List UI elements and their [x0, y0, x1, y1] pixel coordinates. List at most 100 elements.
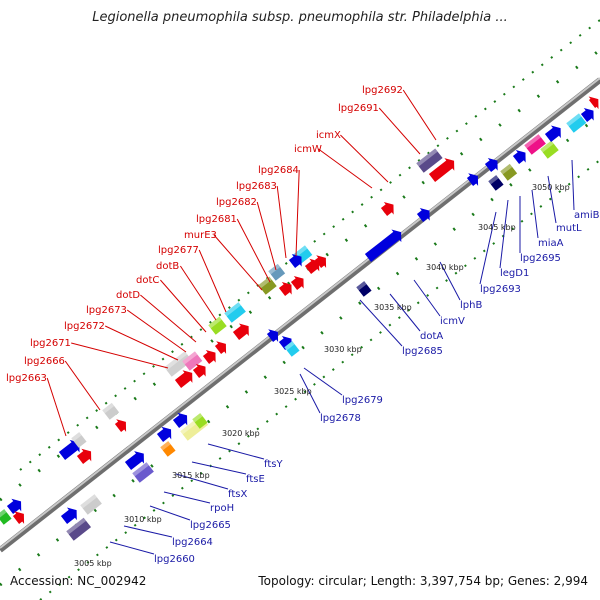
gene-label[interactable]: amiB	[574, 210, 600, 221]
gene-feature	[380, 202, 394, 216]
gene-label[interactable]: mutL	[556, 223, 582, 234]
gene-label[interactable]: ftsY	[264, 459, 283, 470]
gene-feature	[278, 282, 292, 296]
gene-block-shape	[208, 316, 227, 335]
gene-arrow-shape	[314, 255, 327, 268]
gene-label[interactable]: lpg2691	[338, 103, 379, 114]
gene-block-shape	[566, 113, 587, 133]
leader-line	[198, 249, 227, 313]
gene-feature	[80, 494, 102, 515]
gene-arrow-shape	[174, 370, 193, 388]
gene-block-shape	[0, 509, 12, 525]
gene-arrow-shape	[12, 511, 25, 524]
gene-label[interactable]: lpg2663	[6, 373, 47, 384]
gene-block-highlight	[356, 281, 367, 291]
gene-block-shape	[488, 175, 504, 191]
gene-label[interactable]: miaA	[538, 238, 564, 249]
gene-arrow-shape	[588, 96, 599, 110]
leader-line	[64, 360, 101, 411]
leader-line	[402, 89, 437, 141]
kbp-tick-label: 3005 kbp	[74, 559, 112, 568]
kbp-tick-label: 3010 kbp	[124, 515, 162, 524]
gene-label[interactable]: lpg2665	[190, 520, 231, 531]
gene-block-highlight	[160, 441, 171, 451]
gene-block-shape	[102, 402, 120, 420]
gene-block-shape	[192, 413, 208, 429]
gene-label[interactable]: lpg2671	[30, 338, 71, 349]
gene-block-highlight	[80, 494, 97, 509]
gene-feature	[164, 351, 193, 377]
leader-line	[179, 265, 217, 321]
gene-label[interactable]: icmV	[440, 316, 465, 327]
leader-line	[303, 367, 343, 396]
gene-label[interactable]: lpg2682	[216, 197, 257, 208]
gene-label[interactable]: lpg2660	[154, 554, 195, 565]
gene-block-shape	[500, 163, 518, 181]
gene-label[interactable]: rpoH	[210, 503, 234, 514]
gene-block-shape	[182, 351, 203, 371]
gene-features	[0, 96, 599, 541]
gene-label[interactable]: lpg2693	[480, 284, 521, 295]
gene-label[interactable]: lpg2695	[520, 253, 561, 264]
gene-label[interactable]: lphB	[460, 300, 482, 311]
kbp-tick-label: 3030 kbp	[324, 345, 362, 354]
gene-label[interactable]: lpg2684	[258, 165, 299, 176]
leader-line	[479, 211, 497, 285]
gene-block-highlight	[132, 462, 149, 477]
gene-feature	[588, 96, 599, 110]
leader-line	[104, 325, 179, 361]
outer-forward-ring	[19, 19, 600, 471]
leader-line	[299, 373, 321, 414]
gene-feature	[428, 158, 455, 182]
gene-label[interactable]: dotA	[420, 331, 443, 342]
gene-block-highlight	[0, 509, 7, 519]
gene-block-highlight	[71, 432, 82, 442]
gene-block-highlight	[182, 351, 198, 365]
gene-feature	[58, 439, 80, 460]
gene-block-shape	[258, 276, 277, 295]
gene-feature	[304, 258, 320, 274]
gene-label[interactable]: lpg2683	[236, 181, 277, 192]
gene-label[interactable]: lpg2672	[64, 321, 105, 332]
gene-label[interactable]: lpg2678	[320, 413, 361, 424]
gene-arrow-shape	[202, 350, 216, 364]
gene-arrow-shape	[304, 258, 320, 274]
gene-block-shape	[80, 494, 102, 515]
gene-block-shape	[524, 134, 546, 155]
leader-line	[378, 107, 421, 155]
gene-label[interactable]: dotD	[116, 290, 140, 301]
leader-line	[109, 541, 155, 555]
leader-line	[71, 342, 169, 369]
gene-block-shape	[416, 148, 443, 173]
gene-label[interactable]: lpg2692	[362, 85, 403, 96]
gene-label[interactable]: lpg2679	[342, 395, 383, 406]
gene-label[interactable]: dotC	[136, 275, 159, 286]
gene-label[interactable]: lpg2681	[196, 214, 237, 225]
gene-labels: lpg2663 lpg2666 lpg2671 lpg2672 lpg2673 dotD d…	[6, 85, 600, 565]
gene-feature	[364, 229, 402, 262]
gene-label[interactable]: lpg2664	[172, 537, 213, 548]
gene-label[interactable]: lpg2685	[402, 346, 443, 357]
gene-label[interactable]: ftsE	[246, 474, 265, 485]
reverse-tick-ring	[0, 113, 600, 587]
gene-label[interactable]: icmW	[294, 144, 322, 155]
gene-feature	[192, 364, 206, 378]
leader-line	[340, 134, 389, 183]
gene-label[interactable]: lpg2666	[24, 356, 65, 367]
gene-label[interactable]: lpg2677	[158, 245, 199, 256]
gene-label[interactable]: lpg2673	[86, 305, 127, 316]
gene-feature	[71, 432, 87, 448]
gene-label[interactable]: ftsX	[228, 489, 247, 500]
gene-feature	[182, 351, 203, 371]
gene-block-highlight	[192, 413, 203, 423]
gene-block-shape	[132, 462, 154, 483]
gene-block-highlight	[66, 517, 87, 535]
gene-label[interactable]: murE3	[184, 230, 217, 241]
gene-label[interactable]: icmX	[316, 130, 341, 141]
label-leaders	[46, 89, 575, 555]
leader-line	[547, 175, 557, 224]
gene-label[interactable]: dotB	[156, 261, 179, 272]
gene-feature	[566, 113, 587, 133]
gene-label[interactable]: legD1	[500, 268, 529, 279]
